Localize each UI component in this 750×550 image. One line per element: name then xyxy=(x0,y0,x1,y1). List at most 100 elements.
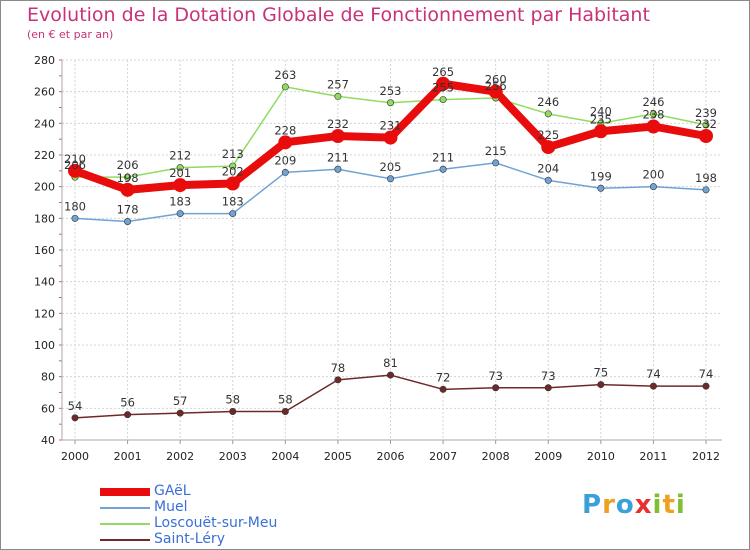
data-label: 75 xyxy=(594,366,609,380)
legend-item: Muel xyxy=(100,499,360,516)
logo-letter: i xyxy=(652,490,663,520)
data-point xyxy=(334,165,342,173)
data-point xyxy=(492,384,500,392)
legend: GAëL Muel Loscouët-sur-Meu Saint-Léry xyxy=(100,483,360,548)
legend-swatch xyxy=(100,488,150,496)
proxiti-logo: Proxiti xyxy=(582,490,686,520)
data-point xyxy=(593,124,608,139)
data-point xyxy=(383,130,398,145)
data-point xyxy=(439,385,447,393)
legend-label: Muel xyxy=(154,499,188,515)
data-point xyxy=(124,218,132,226)
data-point xyxy=(702,121,710,129)
data-point xyxy=(173,178,188,193)
data-label: 183 xyxy=(222,195,244,209)
data-point xyxy=(439,96,447,104)
x-tick-label: 2002 xyxy=(166,450,194,463)
data-label: 206 xyxy=(117,158,139,172)
data-point xyxy=(386,99,394,107)
y-tick-label: 140 xyxy=(34,276,55,289)
logo-letter: t xyxy=(662,490,676,520)
data-point xyxy=(649,382,657,390)
y-tick-label: 220 xyxy=(34,149,55,162)
data-point xyxy=(699,129,713,143)
data-point xyxy=(281,83,289,91)
y-tick-label: 200 xyxy=(34,181,55,194)
data-point xyxy=(229,210,237,218)
data-label: 231 xyxy=(380,119,402,133)
x-tick-label: 2003 xyxy=(219,450,247,463)
data-labels: 210 198 201 202 228 232 231 265 260 225 235 238 232 1… xyxy=(64,65,717,413)
data-label: 256 xyxy=(485,79,507,93)
data-label: 74 xyxy=(646,367,661,381)
y-tick-label: 160 xyxy=(34,244,55,257)
data-point xyxy=(488,84,503,99)
data-point xyxy=(278,135,293,150)
tick-labels: 40 60 80 100 120 140 160 180 200 220 240 260 280 2000… xyxy=(34,54,720,463)
data-label: 201 xyxy=(169,166,191,180)
data-label: 198 xyxy=(117,171,139,185)
data-label: 199 xyxy=(590,169,612,183)
chart-title: Evolution de la Dotation Globale de Fonc… xyxy=(27,4,650,26)
data-point xyxy=(439,165,447,173)
data-label: 225 xyxy=(537,128,559,142)
legend-label: GAëL xyxy=(154,483,191,499)
legend-swatch xyxy=(100,539,150,541)
data-point xyxy=(229,162,237,170)
data-label: 235 xyxy=(590,112,612,126)
data-point xyxy=(386,175,394,183)
data-point xyxy=(229,407,237,415)
x-tick-label: 2000 xyxy=(61,450,89,463)
data-label: 215 xyxy=(485,144,507,158)
data-point xyxy=(649,183,657,191)
data-label: 58 xyxy=(225,393,240,407)
y-tick-label: 100 xyxy=(34,339,55,352)
logo-letter: x xyxy=(634,490,653,520)
data-label: 228 xyxy=(274,123,296,137)
data-label: 260 xyxy=(485,73,507,87)
x-tick-label: 2011 xyxy=(639,450,667,463)
x-tick-label: 2005 xyxy=(324,450,352,463)
data-point xyxy=(124,173,132,181)
legend-label: Loscouët-sur-Meu xyxy=(154,515,278,531)
data-points xyxy=(68,76,713,422)
data-label: 206 xyxy=(64,158,86,172)
data-point xyxy=(71,414,79,422)
data-label: 73 xyxy=(541,369,556,383)
data-point xyxy=(71,214,79,222)
y-tick-label: 120 xyxy=(34,307,55,320)
y-tick-label: 40 xyxy=(41,434,55,447)
data-label: 246 xyxy=(537,95,559,109)
data-label: 183 xyxy=(169,195,191,209)
x-tick-label: 2006 xyxy=(377,450,405,463)
x-tick-label: 2007 xyxy=(429,450,457,463)
data-label: 56 xyxy=(120,396,135,410)
data-label: 180 xyxy=(64,199,86,213)
data-point xyxy=(436,76,451,91)
chart-subtitle: (en € et par an) xyxy=(27,28,114,41)
x-tick-label: 2010 xyxy=(587,450,615,463)
legend-item: Saint-Léry xyxy=(100,531,360,548)
x-tick-label: 2009 xyxy=(534,450,562,463)
data-point xyxy=(597,381,605,389)
data-label: 202 xyxy=(222,165,244,179)
data-label: 81 xyxy=(383,356,398,370)
y-tick-label: 260 xyxy=(34,86,55,99)
data-label: 210 xyxy=(64,152,86,166)
data-label: 232 xyxy=(695,117,717,131)
legend-swatch xyxy=(100,523,150,525)
x-tick-label: 2008 xyxy=(482,450,510,463)
data-label: 74 xyxy=(699,367,714,381)
data-point xyxy=(386,371,394,379)
data-label: 246 xyxy=(642,95,664,109)
axes xyxy=(59,59,722,444)
y-tick-label: 240 xyxy=(34,117,55,130)
data-point xyxy=(334,376,342,384)
data-point xyxy=(649,110,657,118)
y-tick-label: 80 xyxy=(41,371,55,384)
data-point xyxy=(176,210,184,218)
y-tick-label: 60 xyxy=(41,402,55,415)
data-point xyxy=(225,176,240,191)
data-label: 239 xyxy=(695,106,717,120)
data-label: 72 xyxy=(436,370,451,384)
